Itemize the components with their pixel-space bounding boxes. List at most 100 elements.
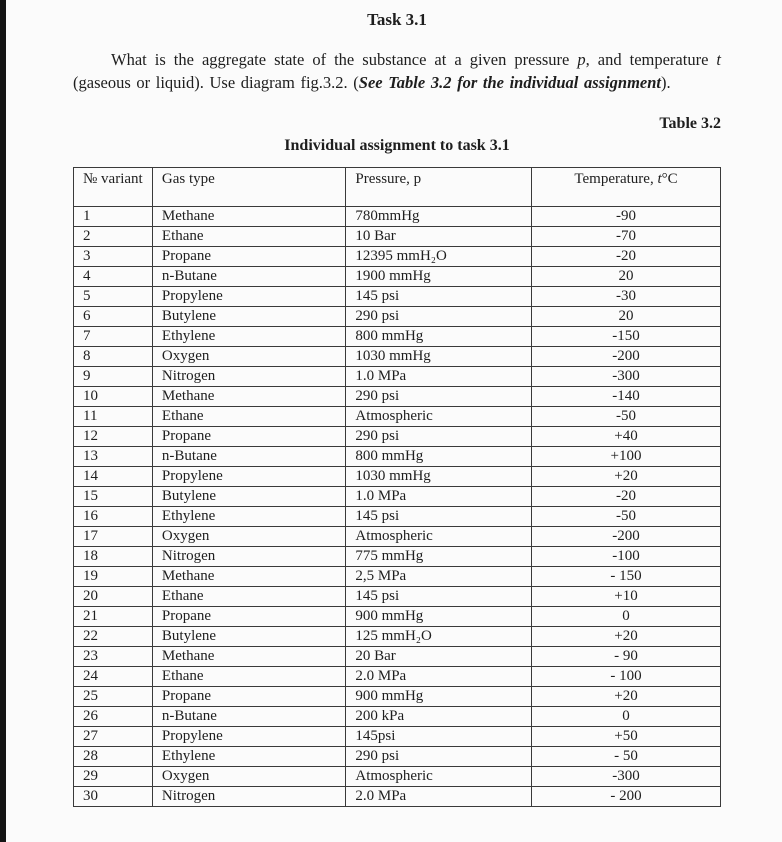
cell-gas-type: Methane xyxy=(151,386,347,407)
cell-variant: 11 xyxy=(73,406,153,427)
table-row: 7 Ethylene 800 mmHg -150 xyxy=(73,326,721,347)
cell-pressure: 1.0 MPa xyxy=(345,366,533,387)
cell-temperature: - 150 xyxy=(531,566,721,587)
cell-pressure: 1030 mmHg xyxy=(345,346,533,367)
cell-temperature: 20 xyxy=(531,306,721,327)
cell-variant: 27 xyxy=(73,726,153,747)
cell-temperature: -30 xyxy=(531,286,721,307)
cell-temperature: -50 xyxy=(531,506,721,527)
cell-gas-type: Propylene xyxy=(151,286,347,307)
cell-variant: 13 xyxy=(73,446,153,467)
cell-gas-type: Ethylene xyxy=(151,506,347,527)
cell-gas-type: Nitrogen xyxy=(151,366,347,387)
task-text-segment: , and temperature xyxy=(585,50,717,69)
table-row: 4 n-Butane 1900 mmHg 20 xyxy=(73,266,721,287)
cell-gas-type: Ethane xyxy=(151,666,347,687)
task-text-segment: What is the aggregate state of the subst… xyxy=(111,50,578,69)
cell-variant: 4 xyxy=(73,266,153,287)
cell-temperature: -50 xyxy=(531,406,721,427)
cell-pressure: 200 kPa xyxy=(345,706,533,727)
cell-temperature: +20 xyxy=(531,686,721,707)
cell-gas-type: Nitrogen xyxy=(151,546,347,567)
cell-variant: 25 xyxy=(73,686,153,707)
task-text-segment: ). xyxy=(661,73,671,92)
cell-temperature: - 100 xyxy=(531,666,721,687)
table-row: 13 n-Butane 800 mmHg +100 xyxy=(73,446,721,467)
cell-variant: 14 xyxy=(73,466,153,487)
cell-variant: 1 xyxy=(73,206,153,227)
table-row: 20 Ethane 145 psi +10 xyxy=(73,586,721,607)
task-description: What is the aggregate state of the subst… xyxy=(73,48,721,94)
cell-pressure: 1030 mmHg xyxy=(345,466,533,487)
cell-temperature: -20 xyxy=(531,246,721,267)
table-row: 12 Propane 290 psi +40 xyxy=(73,426,721,447)
cell-temperature: -20 xyxy=(531,486,721,507)
assignment-table: № variant Gas type Pressure, p Temperatu… xyxy=(73,167,721,807)
cell-gas-type: Propylene xyxy=(151,466,347,487)
cell-variant: 2 xyxy=(73,226,153,247)
cell-gas-type: Propane xyxy=(151,606,347,627)
cell-temperature: 0 xyxy=(531,706,721,727)
header-temperature: Temperature, t°C xyxy=(531,167,721,207)
cell-temperature: -140 xyxy=(531,386,721,407)
cell-variant: 6 xyxy=(73,306,153,327)
cell-pressure: Atmospheric xyxy=(345,406,533,427)
cell-gas-type: n-Butane xyxy=(151,706,347,727)
cell-temperature: 0 xyxy=(531,606,721,627)
cell-temperature: - 90 xyxy=(531,646,721,667)
cell-pressure: 12395 mmH₂O xyxy=(345,246,533,267)
cell-variant: 28 xyxy=(73,746,153,767)
cell-temperature: +10 xyxy=(531,586,721,607)
cell-gas-type: Ethylene xyxy=(151,326,347,347)
table-row: 18 Nitrogen 775 mmHg -100 xyxy=(73,546,721,567)
header-temperature-text: Temperature, xyxy=(574,171,658,187)
table-row: 3 Propane 12395 mmH₂O -20 xyxy=(73,246,721,267)
cell-variant: 30 xyxy=(73,786,153,807)
table-row: 24 Ethane 2.0 MPa - 100 xyxy=(73,666,721,687)
table-row: 10 Methane 290 psi -140 xyxy=(73,386,721,407)
header-gas-type: Gas type xyxy=(151,167,347,207)
header-variant: № variant xyxy=(73,167,153,207)
cell-gas-type: Oxygen xyxy=(151,526,347,547)
cell-pressure: 145psi xyxy=(345,726,533,747)
cell-gas-type: Methane xyxy=(151,566,347,587)
cell-temperature: +20 xyxy=(531,466,721,487)
cell-pressure: 145 psi xyxy=(345,286,533,307)
cell-variant: 20 xyxy=(73,586,153,607)
cell-pressure: Atmospheric xyxy=(345,766,533,787)
pressure-symbol: p xyxy=(577,50,586,69)
cell-temperature: -100 xyxy=(531,546,721,567)
cell-variant: 26 xyxy=(73,706,153,727)
table-row: 30 Nitrogen 2.0 MPa - 200 xyxy=(73,786,721,807)
cell-pressure: Atmospheric xyxy=(345,526,533,547)
header-temperature-symbol: t xyxy=(657,171,662,187)
cell-temperature: - 200 xyxy=(531,786,721,807)
cell-pressure: 1900 mmHg xyxy=(345,266,533,287)
cell-pressure: 1.0 MPa xyxy=(345,486,533,507)
cell-gas-type: Ethylene xyxy=(151,746,347,767)
cell-variant: 22 xyxy=(73,626,153,647)
cell-variant: 12 xyxy=(73,426,153,447)
cell-gas-type: Oxygen xyxy=(151,766,347,787)
table-row: 27 Propylene 145psi +50 xyxy=(73,726,721,747)
cell-variant: 9 xyxy=(73,366,153,387)
cell-temperature: -200 xyxy=(531,346,721,367)
cell-variant: 24 xyxy=(73,666,153,687)
task-text-segment: (gaseous or liquid). Use diagram fig.3.2… xyxy=(73,73,359,92)
table-row: 5 Propylene 145 psi -30 xyxy=(73,286,721,307)
cell-gas-type: Oxygen xyxy=(151,346,347,367)
cell-variant: 16 xyxy=(73,506,153,527)
cell-gas-type: Ethane xyxy=(151,226,347,247)
cell-pressure: 290 psi xyxy=(345,386,533,407)
cell-gas-type: Propane xyxy=(151,686,347,707)
cell-temperature: -200 xyxy=(531,526,721,547)
cell-pressure: 775 mmHg xyxy=(345,546,533,567)
table-row: 15 Butylene 1.0 MPa -20 xyxy=(73,486,721,507)
cell-gas-type: n-Butane xyxy=(151,266,347,287)
cell-variant: 23 xyxy=(73,646,153,667)
cell-variant: 17 xyxy=(73,526,153,547)
cell-variant: 8 xyxy=(73,346,153,367)
cell-pressure: 2,5 MPa xyxy=(345,566,533,587)
cell-temperature: +40 xyxy=(531,426,721,447)
